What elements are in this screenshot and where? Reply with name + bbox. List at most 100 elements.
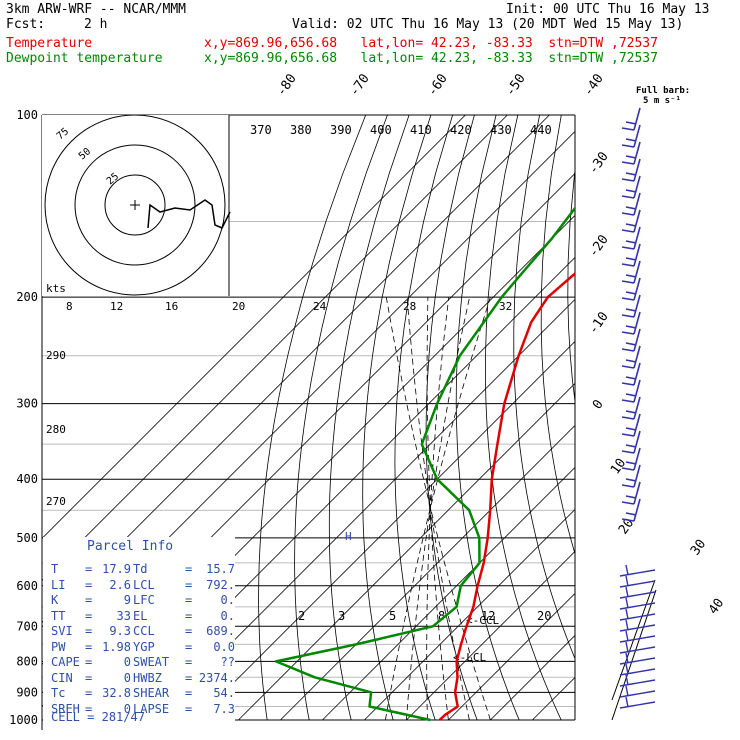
dew-location-info: x,y=869.96,656.68 lat,lon= 42.23, -83.33… [204, 51, 658, 66]
barb-shaft [619, 657, 656, 665]
parcel-value: 7.3 [213, 701, 235, 716]
barb-shaft [633, 209, 641, 233]
mixing-ratio-label: 3 [338, 609, 345, 623]
barb-flag [621, 280, 635, 284]
parcel-row: CAPE = 0 SWEAT =?? [51, 655, 235, 670]
wind-barb [621, 192, 641, 216]
dry-adiabat [643, 115, 740, 720]
theta-label: 380 [290, 123, 312, 137]
isotherm-label: -50 [503, 71, 529, 99]
isotherm [154, 298, 575, 721]
isotherm-label: -10 [586, 309, 612, 337]
wind-barb [621, 328, 641, 352]
dry-adiabat [690, 115, 740, 720]
trace-layer [274, 206, 575, 722]
isotherm-label: -20 [586, 232, 612, 260]
theta-label: 370 [250, 123, 272, 137]
wind-barb [619, 608, 656, 621]
isotherm-label: -40 [581, 71, 607, 99]
barb-flag [625, 427, 637, 431]
barb-flag [625, 172, 637, 176]
equals-sign: = [85, 624, 93, 638]
barb-flag [625, 619, 629, 631]
equals-sign: = [85, 701, 93, 716]
theta-label: 420 [450, 123, 472, 137]
barb-flag [621, 399, 635, 403]
isotherm [42, 115, 466, 539]
barb-shaft [633, 277, 641, 301]
barb-shaft [633, 175, 641, 199]
barb-flag [621, 501, 635, 505]
wind-barb [619, 663, 656, 676]
dry-adiabat [594, 115, 730, 720]
barb-shaft [619, 668, 656, 676]
dry-adiabat-label: 290 [46, 349, 66, 362]
barb-flag [625, 641, 629, 653]
pressure-tick-label: 100 [16, 108, 38, 122]
barb-flag [625, 138, 637, 142]
barb-shaft [619, 701, 656, 709]
barb-flag [625, 223, 637, 227]
parcel-label: YGP [133, 639, 155, 654]
barb-shaft [633, 345, 641, 369]
barb-flag [625, 608, 629, 620]
barb-flag [621, 450, 635, 454]
barb-shaft [633, 328, 641, 352]
parcel-value: 0. [220, 593, 235, 607]
parcel-row: K = 9 LFC = 0. [51, 593, 235, 608]
barb-shaft [633, 141, 641, 165]
dewpoint-legend: Dewpoint temperature [6, 51, 163, 66]
barb-shaft [633, 464, 641, 488]
wind-barb [621, 379, 641, 403]
barb-flag [621, 195, 635, 199]
equals-sign: = [185, 562, 193, 576]
wind-barb [621, 430, 641, 454]
fcst-label: Fcst: [6, 17, 46, 32]
wind-barb [621, 158, 641, 182]
barb-flag [625, 564, 629, 576]
isotherm-label: 30 [688, 537, 709, 558]
wind-barb [619, 696, 656, 709]
wind-barb [621, 243, 641, 267]
barb-shaft [619, 591, 656, 599]
barb-flag [625, 495, 637, 499]
wind-barb [621, 209, 641, 233]
wind-barb [621, 294, 641, 318]
wind-barb [619, 597, 656, 610]
mixing-ratio-label: 12 [481, 609, 495, 623]
barb-shaft [633, 158, 641, 182]
hodograph-ring [44, 114, 226, 296]
dry-adiabat [294, 115, 388, 721]
wind-barb [621, 464, 641, 488]
barb-shaft [619, 624, 656, 632]
barb-flag [625, 410, 637, 414]
equals-sign: = [85, 593, 93, 607]
pressure-tick-label: 500 [16, 531, 38, 545]
wind-barb [621, 175, 641, 199]
barb-flag [625, 461, 637, 465]
barb-flag [625, 685, 629, 697]
barb-flag [621, 127, 635, 131]
barb-flag [625, 652, 629, 664]
wind-barb [621, 498, 641, 522]
equals-sign: = [185, 686, 193, 700]
barb-shaft [619, 635, 656, 643]
dry-adiabat-label: 280 [46, 423, 66, 436]
parcel-value: 0 [123, 701, 131, 716]
barb-flag [625, 696, 629, 708]
barb-shaft [633, 447, 641, 471]
barb-shaft [633, 379, 641, 403]
pressure-tick-label: 700 [16, 619, 38, 633]
wind-barb [621, 124, 641, 148]
parcel-value: 32.8 [102, 686, 131, 700]
pressure-tick-label: 600 [16, 579, 38, 593]
barb-shaft [633, 226, 641, 250]
cell-label: CELL [51, 710, 80, 724]
barb-flag [621, 331, 635, 335]
isotherm-label: -80 [274, 71, 300, 99]
moist-adiabat [406, 297, 470, 721]
barb-guide [611, 589, 657, 721]
hodograph-speed-label: 32 [499, 300, 512, 313]
barb-flag [621, 348, 635, 352]
